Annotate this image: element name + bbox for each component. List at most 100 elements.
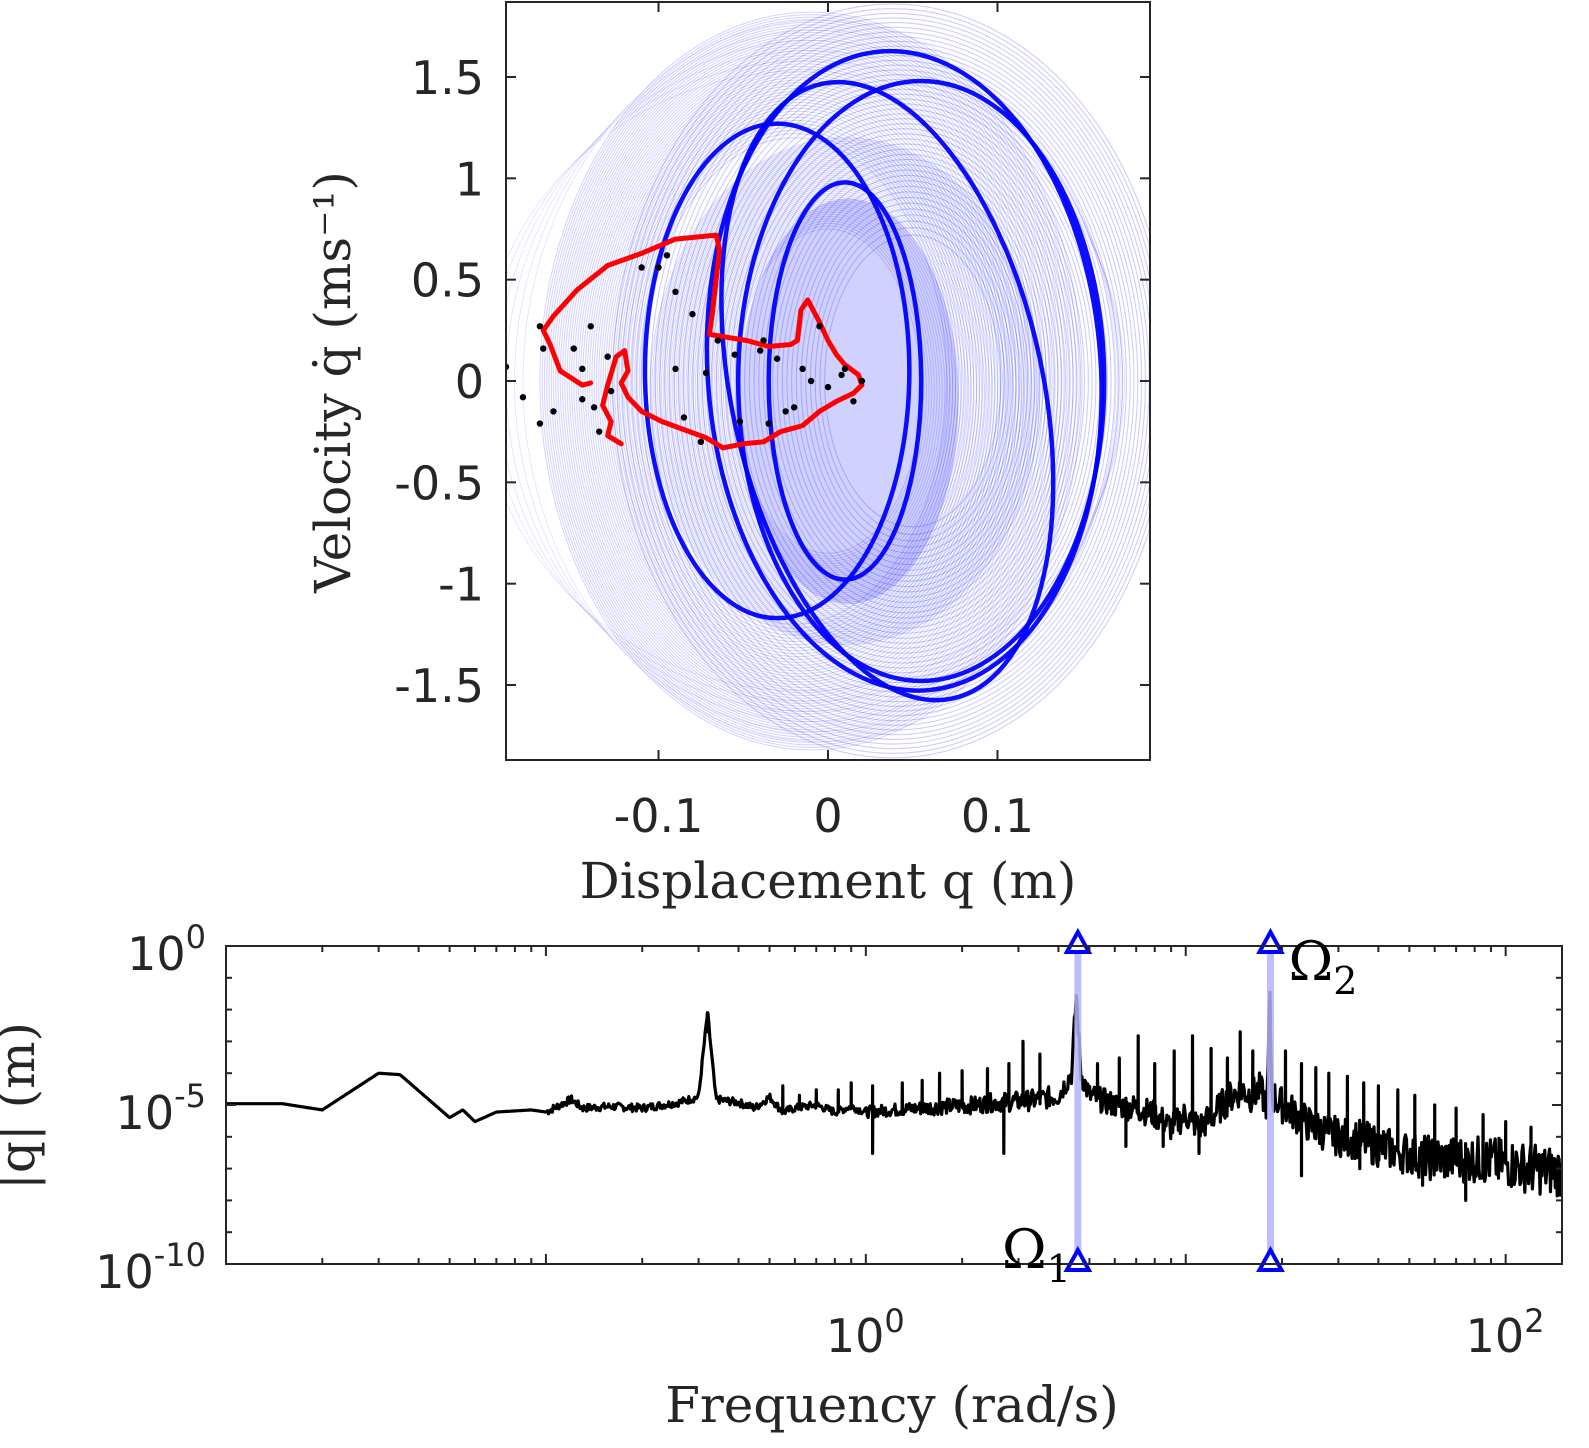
orbit-trace bbox=[687, 174, 988, 608]
orbit-trace bbox=[748, 143, 1063, 619]
orbit-trace bbox=[673, 161, 1007, 621]
scatter-point bbox=[782, 408, 789, 415]
orbit-trace bbox=[673, 64, 1124, 698]
orbit-trace bbox=[548, 21, 1071, 741]
scatter-point bbox=[672, 365, 679, 373]
orbit-trace bbox=[539, 11, 1083, 751]
spectrum-plot-area bbox=[226, 990, 1562, 1203]
scatter-point bbox=[760, 337, 767, 344]
orbit-trace bbox=[668, 59, 1127, 703]
spectrum-x-ticks: 100 102 bbox=[225, 946, 1545, 1363]
phase-portrait-plot-area bbox=[506, 3, 1150, 759]
orbit-trace bbox=[719, 209, 943, 574]
orbit-trace bbox=[744, 138, 1067, 624]
orbit-trace bbox=[657, 144, 1030, 638]
orbit-trace bbox=[636, 129, 954, 633]
scatter-point bbox=[816, 323, 823, 330]
orbit-trace bbox=[629, 119, 963, 643]
poincare-section-line bbox=[540, 232, 865, 451]
orbit-trace bbox=[638, 133, 951, 629]
scatter-points bbox=[506, 252, 866, 446]
scatter-point bbox=[850, 398, 857, 405]
orbit-strong bbox=[642, 121, 912, 621]
scatter-point bbox=[736, 418, 744, 425]
orbit-trace bbox=[506, 50, 1122, 712]
spectrum-line bbox=[226, 990, 1562, 1203]
scatter-point bbox=[570, 345, 577, 352]
scatter-point bbox=[790, 404, 798, 411]
orbit-trace bbox=[824, 234, 1002, 528]
orbit-trace bbox=[616, 101, 981, 661]
orbit-trace bbox=[675, 163, 1004, 620]
orbit-trace bbox=[600, 82, 1002, 680]
orbit-trace bbox=[552, 26, 1065, 736]
scatter-point bbox=[638, 264, 645, 271]
scatter-point bbox=[519, 394, 527, 401]
y-tick-label: 10-10 bbox=[95, 1236, 206, 1299]
scatter-point bbox=[773, 355, 781, 362]
orbit-trace bbox=[586, 65, 1020, 697]
orbit-trace bbox=[584, 63, 1023, 699]
orbit-trace bbox=[720, 113, 1086, 649]
orbit-trace bbox=[654, 45, 1139, 717]
orbit-trace bbox=[704, 192, 964, 590]
spectrum-panel: 100 102 100 10-5 10-10 Ω1 Ω2 Frequency (rad/… bbox=[0, 918, 1563, 1434]
orbit-trace bbox=[546, 19, 1074, 743]
scatter-point bbox=[587, 323, 594, 330]
orbit-trace bbox=[582, 60, 1026, 702]
orbit-trace bbox=[729, 123, 1078, 639]
orbit-trace bbox=[550, 24, 1068, 738]
orbit-trace bbox=[559, 34, 1056, 728]
orbit-trace bbox=[715, 108, 1089, 654]
y-tick-label: 1.5 bbox=[411, 51, 484, 105]
scatter-point bbox=[590, 404, 598, 411]
orbit-trace bbox=[795, 196, 1025, 566]
orbit-trace bbox=[692, 180, 980, 602]
orbit-trace bbox=[800, 202, 1021, 560]
scatter-point bbox=[655, 264, 662, 271]
x-tick-label: 100 bbox=[826, 1302, 905, 1363]
scatter-point bbox=[702, 369, 710, 377]
orbit-trace bbox=[649, 137, 1041, 646]
triangle-marker-icon bbox=[1063, 927, 1093, 954]
orbit-trace bbox=[781, 180, 1036, 582]
orbit-trace bbox=[631, 123, 960, 639]
orbit-strong bbox=[735, 78, 1107, 684]
orbit-trace bbox=[653, 140, 1036, 642]
orbit-trace bbox=[626, 17, 1150, 745]
orbit-trace bbox=[658, 146, 1028, 636]
spectrum-y-ticks: 100 10-5 10-10 bbox=[95, 918, 1562, 1299]
orbit-trace bbox=[664, 54, 1131, 708]
orbit-strong bbox=[766, 180, 924, 582]
orbit-trace bbox=[724, 215, 935, 567]
scatter-point bbox=[536, 323, 544, 330]
orbit-trace bbox=[651, 139, 1038, 644]
scatter-point bbox=[731, 351, 738, 358]
scatter-point bbox=[596, 428, 603, 435]
orbit-trace bbox=[595, 76, 1008, 686]
orbit-trace bbox=[618, 104, 978, 658]
scatter-point bbox=[807, 377, 815, 385]
orbit-trace bbox=[522, 19, 1117, 743]
orbit-trace bbox=[662, 150, 1022, 633]
orbit-trace bbox=[689, 176, 986, 606]
orbit-trace bbox=[564, 39, 1050, 723]
orbit-trace bbox=[541, 14, 1080, 748]
orbit-trace bbox=[677, 165, 1001, 618]
orbit-trace bbox=[805, 208, 1017, 554]
scatter-point bbox=[799, 365, 806, 373]
orbit-trace bbox=[722, 213, 938, 569]
y-tick-label: 100 bbox=[127, 918, 206, 981]
orbit-trace bbox=[580, 57, 1029, 705]
orbit-trace bbox=[593, 73, 1011, 689]
orbit-trace bbox=[685, 172, 991, 610]
scatter-point bbox=[697, 438, 705, 446]
y-tick-label: 0 bbox=[455, 355, 484, 409]
orbit-trace bbox=[627, 116, 966, 646]
scatter-point bbox=[607, 387, 615, 395]
y-tick-label: 0.5 bbox=[411, 254, 484, 308]
phase-portrait-panel: -0.1 0 0.1 -1.5 -1 -0.5 0 0.5 1 1.5 Displacement… bbox=[304, 1, 1151, 910]
scatter-point bbox=[841, 365, 849, 373]
scatter-point bbox=[550, 408, 557, 415]
scatter-point bbox=[838, 371, 845, 379]
